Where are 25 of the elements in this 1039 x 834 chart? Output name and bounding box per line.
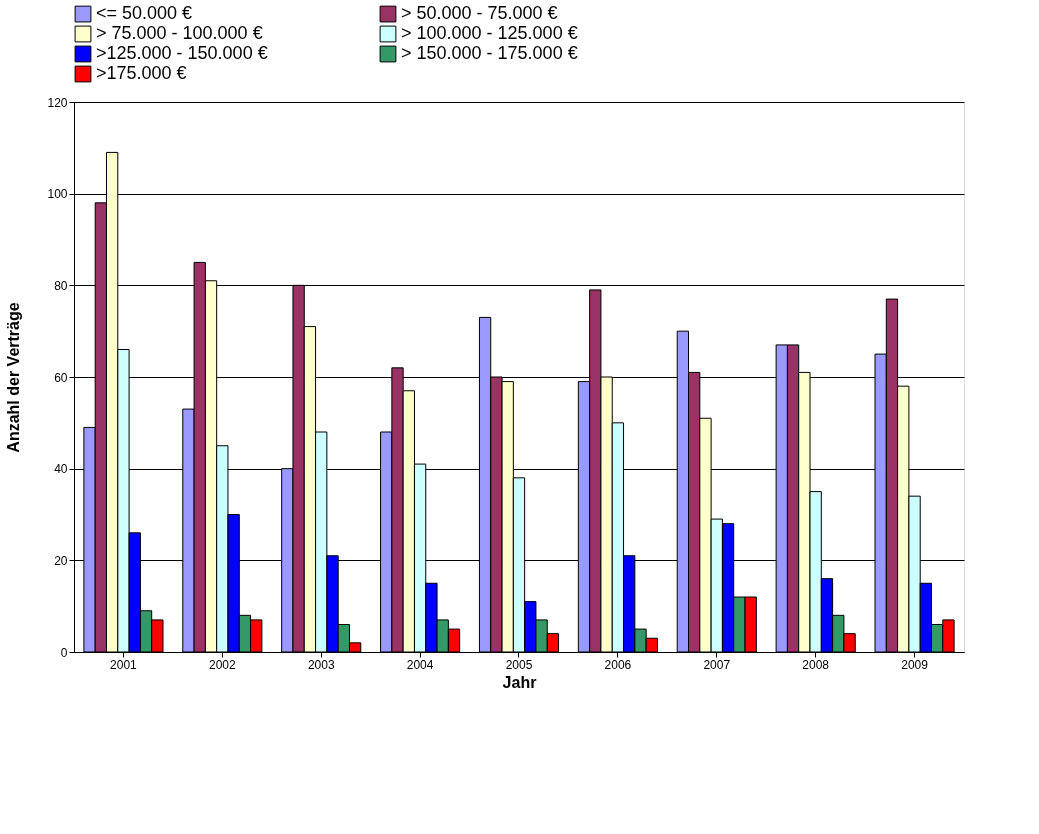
x-tick-label: 2009 (901, 657, 929, 672)
legend-label: > 100.000 - 125.000 € (401, 23, 578, 43)
x-tick-label: 2002 (208, 657, 236, 672)
legend-label: >175.000 € (96, 63, 187, 83)
legend-label: > 75.000 - 100.000 € (96, 23, 263, 43)
y-tick-label: 40 (54, 462, 68, 477)
y-tick-label: 80 (54, 278, 68, 293)
x-axis-title: Jahr (502, 673, 537, 691)
y-tick-label: 0 (60, 645, 68, 660)
x-tick-label: 2008 (802, 657, 830, 672)
y-tick-label: 60 (54, 370, 68, 385)
legend-label: <= 50.000 € (96, 3, 193, 24)
y-tick-label: 100 (47, 187, 68, 202)
x-tick-label: 2003 (307, 657, 335, 672)
y-tick-label: 120 (47, 95, 68, 110)
legend-label: > 50.000 - 75.000 € (401, 3, 558, 24)
y-axis-title: Anzahl der Verträge (5, 302, 23, 453)
x-tick-label: 2007 (703, 657, 731, 672)
legend-label: > 150.000 - 175.000 € (401, 43, 578, 63)
x-tick-label: 2001 (110, 657, 138, 672)
x-tick-label: 2005 (505, 657, 533, 672)
x-tick-label: 2006 (604, 657, 632, 672)
y-tick-label: 20 (54, 553, 68, 568)
x-tick-label: 2004 (406, 657, 434, 672)
legend-label: >125.000 - 150.000 € (96, 43, 268, 63)
